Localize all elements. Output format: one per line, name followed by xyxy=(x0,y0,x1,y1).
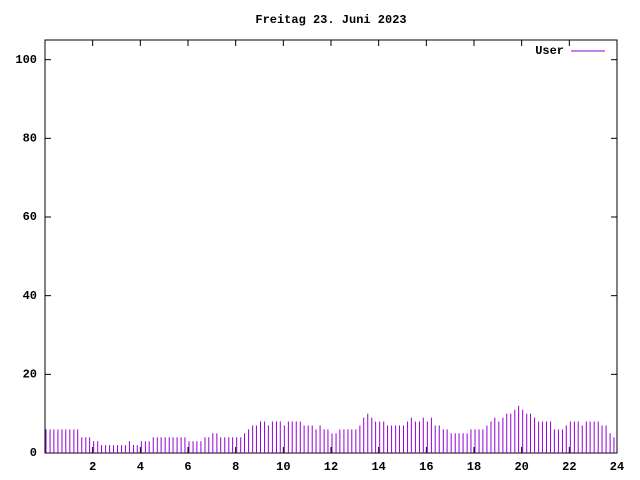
y-tick-label: 80 xyxy=(23,132,37,146)
y-tick-label: 20 xyxy=(23,368,37,382)
y-tick-label: 60 xyxy=(23,210,37,224)
x-tick-label: 6 xyxy=(184,460,191,474)
y-tick-label: 40 xyxy=(23,289,37,303)
x-tick-label: 2 xyxy=(89,460,96,474)
x-tick-label: 16 xyxy=(419,460,433,474)
x-tick-label: 18 xyxy=(467,460,481,474)
x-tick-label: 14 xyxy=(371,460,385,474)
x-tick-label: 20 xyxy=(514,460,528,474)
x-tick-label: 12 xyxy=(324,460,338,474)
chart-title: Freitag 23. Juni 2023 xyxy=(255,13,406,27)
x-tick-label: 4 xyxy=(137,460,144,474)
y-tick-label: 100 xyxy=(15,53,37,67)
y-tick-label: 0 xyxy=(30,446,37,460)
x-tick-label: 24 xyxy=(610,460,624,474)
x-tick-label: 22 xyxy=(562,460,576,474)
x-tick-label: 8 xyxy=(232,460,239,474)
x-tick-label: 10 xyxy=(276,460,290,474)
legend-label: User xyxy=(535,44,564,58)
